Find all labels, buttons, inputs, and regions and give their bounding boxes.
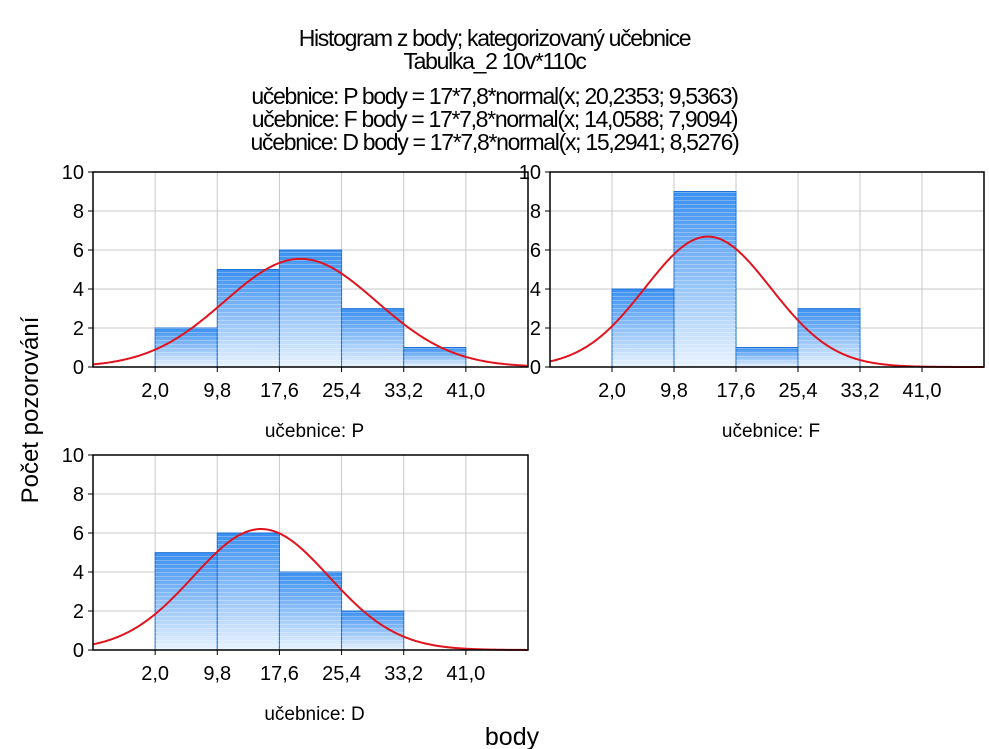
plot-frame-f: [549, 171, 985, 368]
y-tick-label: 2: [530, 318, 541, 340]
histogram-bar-texture-f: [612, 289, 674, 367]
y-tick-label: 4: [73, 279, 84, 301]
y-tick-label: 10: [519, 162, 541, 184]
y-tick-label: 2: [73, 601, 84, 623]
x-tick-label: 41,0: [446, 380, 485, 402]
plot-frame-d: [92, 454, 529, 651]
panel-label-p: učebnice: P: [265, 421, 364, 442]
x-tick-label: 41,0: [446, 663, 485, 685]
histogram-bar-texture-d: [279, 572, 342, 650]
histogram-bar-texture-f: [798, 308, 860, 367]
x-tick-label: 17,6: [260, 380, 299, 402]
x-tick-label: 9,8: [203, 663, 231, 685]
normal-fit-curve-p: [92, 257, 529, 367]
y-tick-label: 6: [73, 240, 84, 262]
y-tick-label: 6: [530, 240, 541, 262]
y-tick-label: 10: [62, 445, 84, 467]
normal-fit-curve-d: [92, 528, 529, 651]
histogram-bar-texture-p: [155, 328, 218, 367]
y-tick-label: 0: [73, 640, 84, 662]
histogram-bar-texture-d: [155, 552, 218, 650]
histogram-bar-texture-p: [279, 250, 342, 367]
x-axis-label: body: [485, 723, 540, 749]
y-tick-label: 8: [73, 484, 84, 506]
x-tick-label: 2,0: [141, 663, 169, 685]
x-tick-label: 9,8: [660, 380, 688, 402]
x-tick-label: 2,0: [141, 380, 169, 402]
x-tick-label: 25,4: [322, 663, 361, 685]
y-tick-label: 4: [73, 562, 84, 584]
histogram-bar-texture-d: [217, 533, 280, 650]
fit-line-f: učebnice: F body = 17*7,8*normal(x; 14,0…: [251, 106, 739, 132]
histogram-bar-texture-p: [403, 347, 466, 367]
histogram-bar-texture-f: [674, 191, 736, 367]
x-tick-label: 25,4: [322, 380, 361, 402]
x-tick-label: 33,2: [384, 380, 423, 402]
y-tick-label: 6: [73, 523, 84, 545]
x-tick-label: 41,0: [903, 380, 942, 402]
histogram-bar-texture-p: [341, 308, 404, 367]
histogram-bar-texture-d: [341, 611, 404, 650]
y-axis-label: Počet pozorování: [17, 316, 44, 503]
histogram-bar-texture-f: [736, 347, 798, 367]
x-tick-label: 2,0: [598, 380, 626, 402]
x-tick-label: 25,4: [779, 380, 818, 402]
chart-title: Histogram z body; kategorizovaný učebnic…: [298, 25, 692, 51]
panel-label-d: učebnice: D: [264, 704, 364, 725]
x-tick-label: 17,6: [717, 380, 756, 402]
y-tick-label: 0: [73, 357, 84, 379]
x-tick-label: 17,6: [260, 663, 299, 685]
x-tick-label: 33,2: [384, 663, 423, 685]
panel-label-f: učebnice: F: [722, 421, 820, 442]
histogram-bar-texture-p: [217, 269, 280, 367]
x-tick-label: 33,2: [841, 380, 880, 402]
y-tick-label: 10: [62, 162, 84, 184]
x-tick-label: 9,8: [203, 380, 231, 402]
plot-frame-p: [92, 171, 529, 368]
fit-line-p: učebnice: P body = 17*7,8*normal(x; 20,2…: [251, 83, 739, 109]
fit-line-d: učebnice: D body = 17*7,8*normal(x; 15,2…: [250, 129, 740, 155]
y-tick-label: 8: [73, 201, 84, 223]
y-tick-label: 0: [530, 357, 541, 379]
y-tick-label: 8: [530, 201, 541, 223]
y-tick-label: 2: [73, 318, 84, 340]
chart-subtitle: Tabulka_2 10v*110c: [403, 48, 586, 74]
y-tick-label: 4: [530, 279, 541, 301]
